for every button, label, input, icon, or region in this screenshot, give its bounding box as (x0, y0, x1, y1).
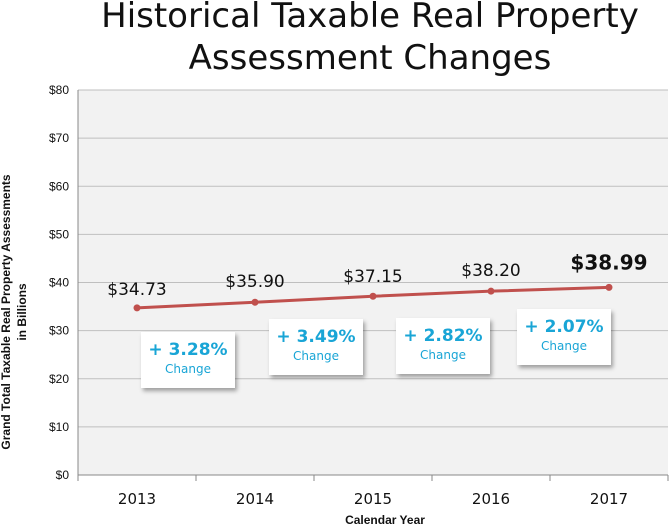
change-annotation-2016: + 2.82% Change (396, 318, 490, 374)
data-label: $35.90 (225, 272, 284, 292)
data-label: $38.20 (461, 261, 520, 281)
y-tick-label: $70 (49, 131, 69, 145)
x-tick-label: 2017 (590, 490, 628, 508)
data-point (487, 287, 495, 295)
change-percent: + 2.82% (403, 326, 483, 346)
change-percent: + 3.49% (276, 327, 356, 347)
x-tick-labels: 2013 2014 2015 2016 2017 (118, 490, 628, 508)
data-label: $38.99 (570, 250, 647, 274)
change-percent: + 2.07% (524, 317, 604, 337)
x-axis-label: Calendar Year (345, 513, 425, 527)
x-tick-label: 2016 (472, 490, 510, 508)
y-tick-label: $50 (49, 227, 69, 241)
data-point (369, 292, 377, 300)
x-tick-label: 2014 (236, 490, 274, 508)
y-axis-label-line2: in Billions (15, 283, 29, 341)
data-point (251, 298, 259, 306)
chart-title-line1: Historical Taxable Real Property (101, 0, 639, 36)
data-labels: $34.73 $35.90 $37.15 $38.20 $38.99 (107, 250, 647, 300)
change-annotation-2017: + 2.07% Change (517, 309, 611, 365)
x-tick-label: 2015 (354, 490, 392, 508)
change-annotation-2015: + 3.49% Change (269, 319, 363, 375)
data-label: $34.73 (107, 280, 166, 300)
y-tick-label: $60 (49, 179, 69, 193)
y-tick-label: $80 (49, 83, 69, 97)
change-percent: + 3.28% (148, 340, 228, 360)
change-label: Change (293, 349, 339, 363)
change-annotation-2014: + 3.28% Change (141, 332, 235, 388)
y-tick-labels: $0 $10 $20 $30 $40 $50 $60 $70 $80 (49, 83, 69, 482)
change-label: Change (420, 348, 466, 362)
series-points (133, 283, 613, 312)
y-axis-label: Grand Total Taxable Real Property Assess… (0, 174, 30, 449)
x-tick-label: 2013 (118, 490, 156, 508)
change-label: Change (541, 339, 587, 353)
data-label: $37.15 (343, 267, 402, 287)
y-tick-label: $20 (49, 372, 69, 386)
y-tick-label: $0 (56, 468, 70, 482)
y-tick-label: $40 (49, 276, 69, 290)
data-point (605, 283, 613, 291)
y-tick-label: $10 (49, 420, 69, 434)
y-axis-label-line1: Grand Total Taxable Real Property Assess… (0, 174, 13, 450)
y-tick-label: $30 (49, 324, 69, 338)
change-label: Change (165, 362, 211, 376)
data-point (133, 304, 141, 312)
chart-title-line2: Assessment Changes (188, 38, 552, 78)
